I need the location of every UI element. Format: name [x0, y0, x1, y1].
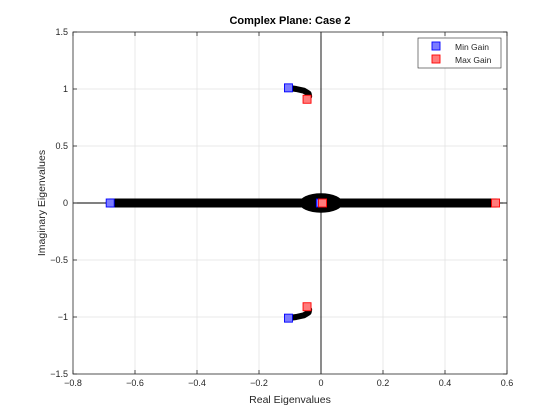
- legend-marker-max-gain: [431, 54, 441, 64]
- max-gain-marker: [302, 94, 312, 104]
- x-tick-label: −0.2: [250, 378, 268, 388]
- y-tick-label: 0: [63, 198, 68, 208]
- y-tick-label: −1.5: [50, 369, 68, 379]
- x-axis-label: Real Eigenvalues: [249, 394, 331, 406]
- legend: Min Gain Max Gain: [417, 37, 502, 69]
- max-gain-marker: [318, 198, 327, 208]
- x-tick-label: −0.6: [126, 378, 144, 388]
- x-tick-label: −0.8: [64, 378, 82, 388]
- y-axis-label: Imaginary Eigenvalues: [36, 150, 48, 256]
- max-gain-marker: [491, 198, 500, 208]
- min-gain-marker: [105, 198, 115, 208]
- x-tick-label: 0: [318, 378, 323, 388]
- x-tick-label: 0.6: [501, 378, 514, 388]
- y-tick-label: −0.5: [50, 255, 68, 265]
- axis-ticks: −0.8 −0.6 −0.4 −0.2 0 0.2 0.4 0.6 −1.5 −1 −0.5 0 0.5…: [50, 27, 513, 388]
- y-tick-label: 1: [63, 84, 68, 94]
- max-gain-marker: [302, 302, 312, 312]
- legend-marker-min-gain: [431, 41, 441, 51]
- y-tick-label: 0.5: [55, 141, 68, 151]
- y-tick-label: −1: [58, 312, 68, 322]
- chart-title: Complex Plane: Case 2: [229, 15, 350, 27]
- y-tick-label: 1.5: [55, 27, 68, 37]
- x-tick-label: 0.2: [377, 378, 390, 388]
- gain-markers: [105, 83, 500, 323]
- min-gain-marker: [284, 313, 293, 323]
- x-tick-label: −0.4: [188, 378, 206, 388]
- x-tick-label: 0.4: [439, 378, 452, 388]
- min-gain-marker: [284, 83, 293, 93]
- legend-label-min-gain: Min Gain: [455, 42, 489, 52]
- legend-label-max-gain: Max Gain: [455, 55, 492, 65]
